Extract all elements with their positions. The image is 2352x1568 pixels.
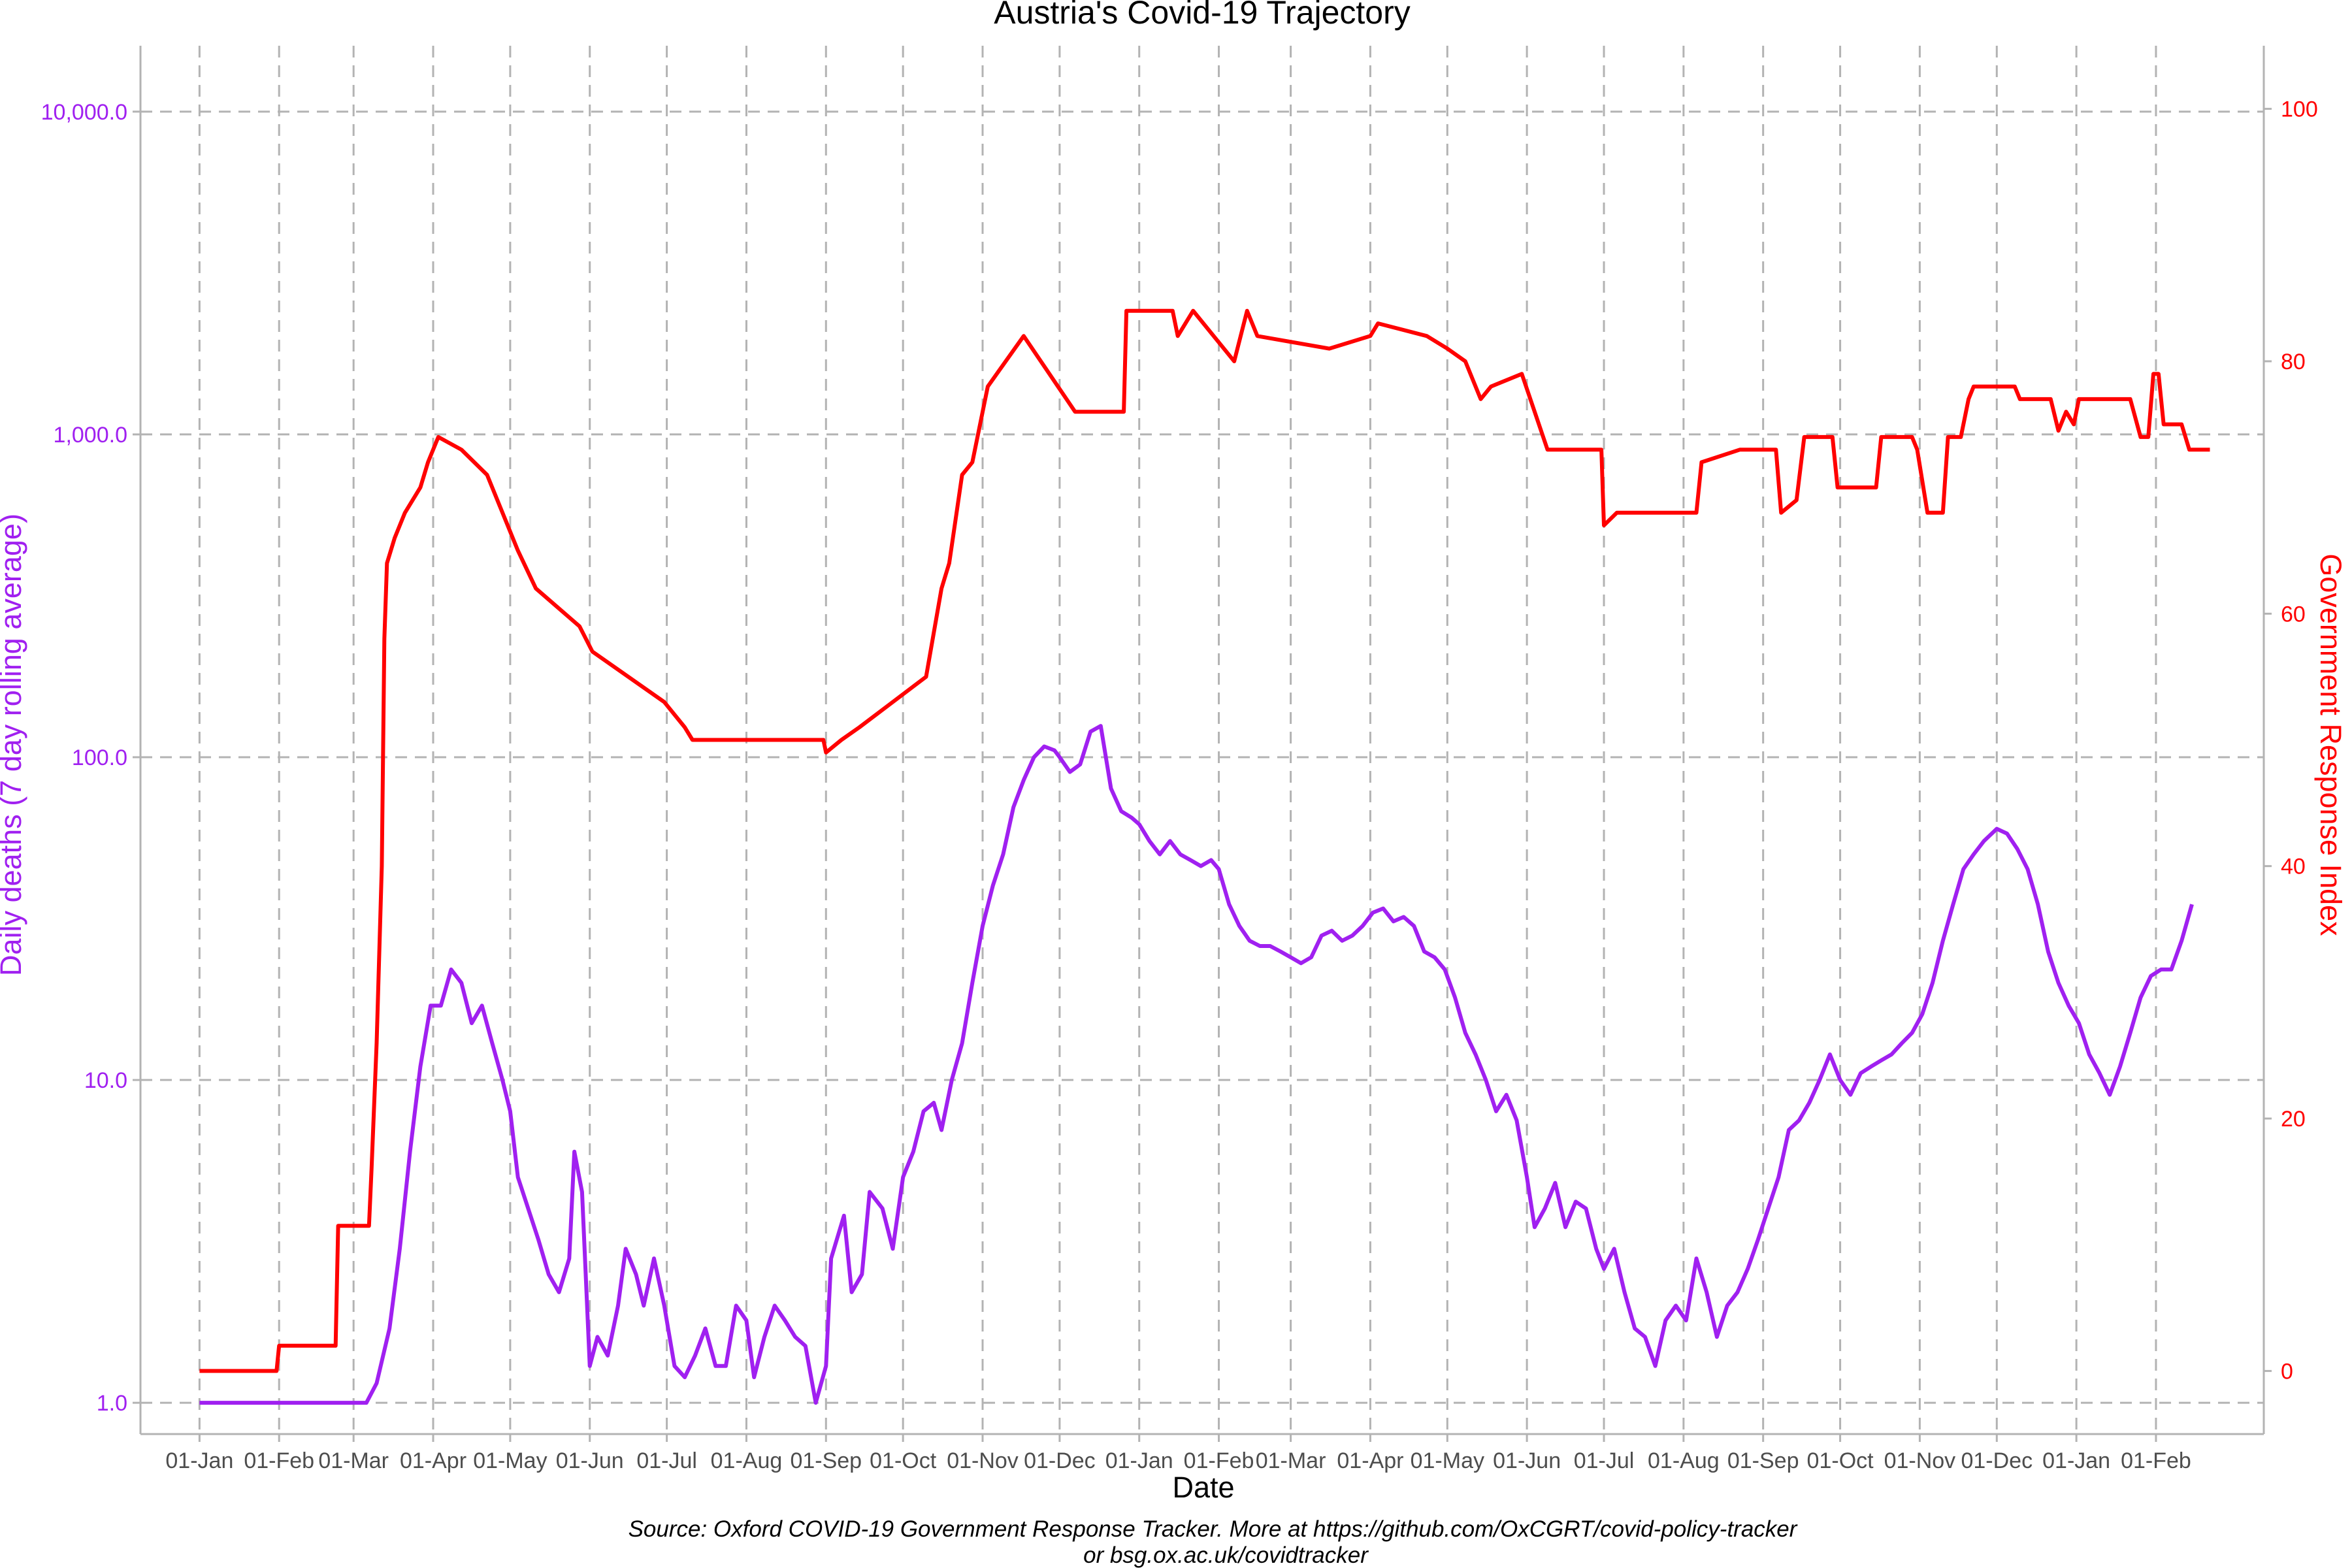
x-axis-title: Date: [1172, 1471, 1234, 1504]
x-tick-label: 01-Feb: [244, 1448, 314, 1473]
x-tick-label: 01-Sep: [790, 1448, 862, 1473]
x-tick-label: 01-Oct: [1807, 1448, 1874, 1473]
chart-title: Austria's Covid-19 Trajectory: [994, 0, 1411, 31]
y-right-tick-label: 60: [2281, 602, 2306, 627]
x-tick-label: 01-Mar: [1256, 1448, 1326, 1473]
x-tick-label: 01-May: [1411, 1448, 1484, 1473]
source-caption-line2: or bsg.ox.ac.uk/covidtracker: [1083, 1543, 1369, 1568]
x-tick-label: 01-May: [473, 1448, 547, 1473]
x-tick-label: 01-Apr: [1337, 1448, 1403, 1473]
x-tick-label: 01-Aug: [711, 1448, 783, 1473]
source-caption-line1: Source: Oxford COVID-19 Government Respo…: [629, 1516, 1798, 1542]
x-tick-label: 01-Oct: [870, 1448, 937, 1473]
series-layer: [199, 308, 2210, 1405]
x-tick-label: 01-Feb: [1184, 1448, 1254, 1473]
y-left-tick-label: 1.0: [97, 1391, 127, 1416]
y-left-tick-label: 100.0: [72, 745, 127, 770]
x-tick-label: 01-Jul: [1574, 1448, 1635, 1473]
x-tick-label: 01-Jan: [1105, 1448, 1173, 1473]
x-tick-label: 01-Jun: [1493, 1448, 1561, 1473]
deaths-line: [199, 724, 2194, 1405]
axes-layer: [133, 46, 2272, 1442]
x-tick-label: 01-Apr: [400, 1448, 466, 1473]
y-left-tick-label: 10.0: [84, 1068, 127, 1093]
x-tick-label: 01-Sep: [1727, 1448, 1799, 1473]
labels-layer: 01-Jan 01-Feb 01-Mar 01-Apr 01-May 01-Jun 01-J…: [41, 97, 2318, 1473]
x-tick-label: 01-Dec: [1024, 1448, 1096, 1473]
x-tick-label: 01-Jul: [636, 1448, 697, 1473]
y-right-tick-label: 20: [2281, 1107, 2306, 1132]
x-tick-label: 01-Jan: [165, 1448, 233, 1473]
x-tick-label: 01-Dec: [1961, 1448, 2033, 1473]
y-right-tick-label: 40: [2281, 855, 2306, 879]
y-left-tick-label: 10,000.0: [41, 100, 127, 125]
x-tick-label: 01-Nov: [1884, 1448, 1956, 1473]
grid-layer: [140, 46, 2264, 1434]
y-axis-right-title: Government Response Index: [2314, 553, 2347, 936]
x-tick-label: 01-Jan: [2042, 1448, 2110, 1473]
x-tick-label: 01-Aug: [1648, 1448, 1720, 1473]
x-tick-label: 01-Mar: [318, 1448, 389, 1473]
x-tick-label: 01-Jun: [556, 1448, 624, 1473]
y-right-tick-label: 0: [2281, 1359, 2293, 1384]
y-right-tick-label: 100: [2281, 97, 2318, 122]
y-axis-left-title: Daily deaths (7 day rolling average): [0, 514, 27, 976]
y-right-tick-label: 80: [2281, 350, 2306, 374]
response-index-line: [199, 308, 2210, 1373]
x-tick-label: 01-Feb: [2121, 1448, 2191, 1473]
x-tick-label: 01-Nov: [947, 1448, 1019, 1473]
y-left-tick-label: 1,000.0: [54, 423, 127, 448]
